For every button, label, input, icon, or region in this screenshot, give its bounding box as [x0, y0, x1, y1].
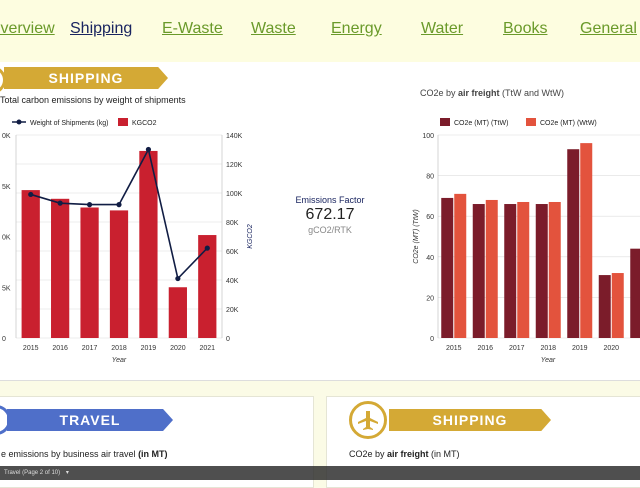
emissions-factor-label: Emissions Factor: [295, 195, 365, 205]
bar-kgco2: [139, 150, 158, 338]
x-tick-label: 2017: [82, 345, 98, 352]
bar-co2e: [472, 204, 485, 338]
right-chart-title: CO2e by air freight (TtW and WtW): [420, 88, 565, 98]
right-y-tick-label: 140K: [226, 133, 243, 140]
x-axis-label: Year: [541, 357, 556, 364]
legend-swatch: [440, 118, 450, 126]
bar-kgco2: [168, 287, 187, 338]
nav-water[interactable]: Water: [421, 20, 464, 37]
nav-e-waste[interactable]: E-Waste: [162, 20, 223, 37]
bar-co2e: [567, 149, 580, 338]
shipping-ribbon: SHIPPING: [4, 67, 168, 89]
bar-kgco2: [21, 190, 40, 338]
bar-kgco2: [51, 198, 70, 338]
bar-co2e: [535, 204, 548, 338]
x-tick-label: 2021: [199, 345, 215, 352]
air-freight-chart: CO2e (MT) (TtW) CO2e (MT) (WtW) 0 20 40 60 80 1…: [413, 118, 640, 364]
bar-co2e: [454, 193, 467, 338]
bar-co2e: [441, 197, 454, 338]
x-tick-label: 2019: [572, 345, 588, 352]
line-point: [116, 202, 122, 208]
nav-general[interactable]: General: [580, 20, 637, 37]
left-y-tick-label: 0: [2, 336, 6, 343]
right-y-tick-label: 0: [226, 336, 230, 343]
shipping-lower-chart-title: CO2e by air freight (in MT): [349, 449, 460, 459]
bar-co2e: [504, 204, 517, 338]
legend-line-dot: [16, 119, 22, 125]
airplane-badge-icon: [349, 401, 387, 439]
x-tick-label: 2017: [509, 345, 525, 352]
left-y-tick-label: 5K: [2, 184, 11, 191]
right-y-tick-label: 120K: [226, 162, 243, 169]
legend-line-label: Weight of Shipments (kg): [30, 120, 108, 127]
x-tick-label: 2020: [170, 345, 186, 352]
x-tick-label: 2016: [477, 345, 493, 352]
y-tick-label: 40: [426, 255, 434, 262]
line-point: [175, 275, 181, 282]
line-point: [28, 191, 34, 198]
emissions-factor-value: 672.17: [305, 206, 355, 223]
legend-label: CO2e (MT) (WtW): [540, 120, 597, 127]
right-y-axis-label: KGCO2: [247, 224, 254, 249]
shipping-panel: SHIPPING Total carbon emissions by weigh…: [0, 62, 640, 381]
line-point: [145, 146, 152, 153]
legend-swatch: [526, 118, 536, 126]
bar-co2e: [485, 199, 498, 338]
travel-chart-title: e emissions by business air travel (in M…: [1, 449, 168, 459]
bar-co2e: [580, 143, 593, 338]
weight-emissions-chart: Weight of Shipments (kg) KGCO2 0 20K 40K 60K 8…: [2, 118, 254, 364]
y-tick-label: 0: [430, 336, 434, 343]
y-tick-label: 100: [422, 133, 434, 140]
left-chart-title: Total carbon emissions by weight of ship…: [0, 95, 186, 105]
bar-co2e: [517, 201, 530, 338]
nav-books[interactable]: Books: [503, 20, 548, 37]
right-y-tick-label: 80K: [226, 220, 239, 227]
x-tick-label: 2015: [23, 345, 39, 352]
y-tick-label: 80: [426, 174, 434, 181]
line-point: [57, 200, 63, 206]
line-point: [86, 202, 93, 208]
bar-kgco2: [198, 235, 217, 338]
bar-co2e: [611, 273, 624, 338]
legend-bar-swatch: [118, 118, 128, 126]
top-navigation: Overview Shipping E-Waste Waste Energy W…: [0, 0, 640, 63]
airplane-icon: [358, 411, 378, 430]
right-y-tick-label: 60K: [226, 249, 239, 256]
y-axis-label: CO2e (MT) (TtW): [413, 209, 420, 263]
x-tick-label: 2018: [540, 345, 556, 352]
x-tick-label: 2019: [141, 345, 157, 352]
nav-waste[interactable]: Waste: [251, 20, 296, 37]
left-y-tick-label: 5K: [2, 285, 11, 292]
right-y-tick-label: 100K: [226, 191, 243, 198]
nav-shipping[interactable]: Shipping: [70, 20, 133, 37]
bar-co2e: [548, 201, 561, 338]
nav-energy[interactable]: Energy: [331, 20, 382, 37]
y-tick-label: 20: [426, 295, 434, 302]
bar-kgco2: [109, 210, 129, 338]
x-axis-label: Year: [112, 357, 127, 364]
page-indicator-bar[interactable]: Travel (Page 2 of 10) ▾: [0, 466, 640, 480]
x-tick-label: 2018: [111, 345, 127, 352]
legend-label: CO2e (MT) (TtW): [454, 120, 508, 127]
chevron-down-icon[interactable]: ▾: [65, 470, 69, 476]
bar-co2e: [598, 275, 611, 338]
line-point: [204, 245, 210, 251]
bar-co2e: [630, 248, 640, 338]
travel-ribbon: TRAVEL: [7, 409, 173, 431]
y-tick-label: 60: [426, 214, 434, 221]
bar-kgco2: [80, 207, 99, 338]
left-y-tick-label: 0K: [2, 235, 11, 242]
legend-bar-label: KGCO2: [132, 120, 157, 127]
nav-overview[interactable]: Overview: [0, 20, 55, 37]
right-y-tick-label: 40K: [226, 278, 239, 285]
shipping-lower-ribbon: SHIPPING: [389, 409, 551, 431]
x-tick-label: 2016: [52, 345, 68, 352]
x-tick-label: 2015: [446, 345, 462, 352]
left-y-tick-label: 0K: [2, 133, 11, 140]
emissions-factor-unit: gCO2/RTK: [308, 225, 352, 235]
right-y-tick-label: 20K: [226, 307, 239, 314]
x-tick-label: 2020: [603, 345, 619, 352]
page-indicator-text: Travel (Page 2 of 10): [4, 470, 61, 476]
